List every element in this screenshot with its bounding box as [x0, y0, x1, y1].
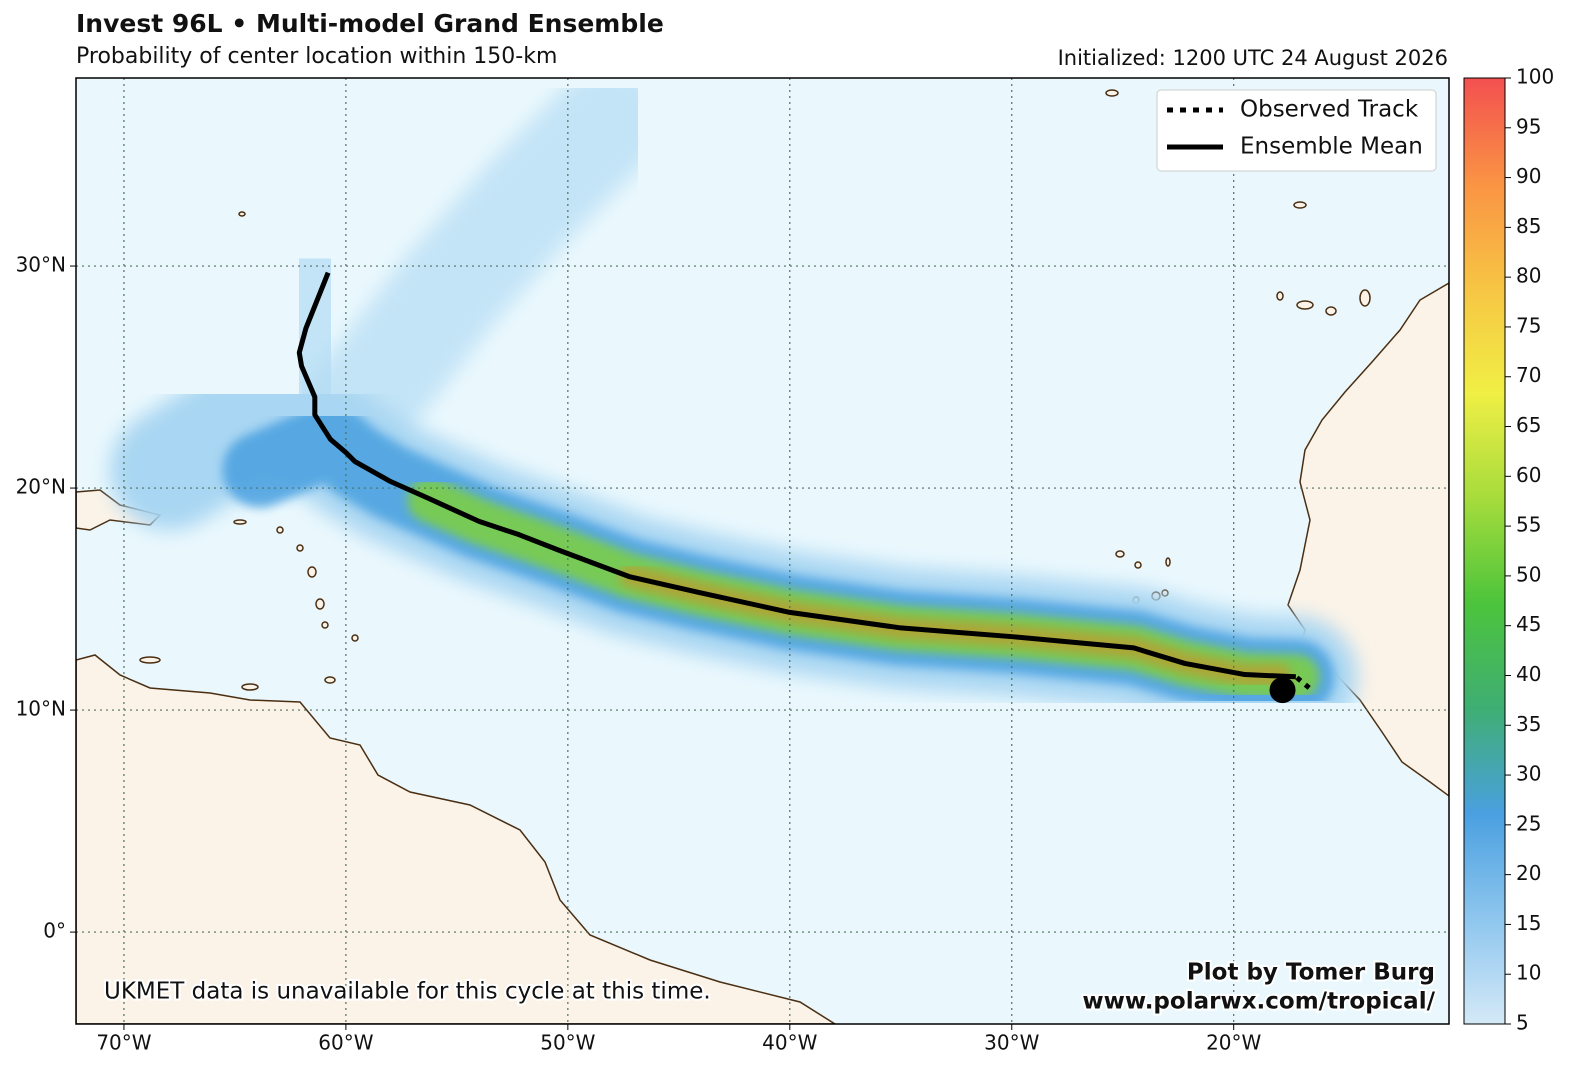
colorbar: 5 10 15 20 25 30 35 40 45 50 55 60 65 70 75 80 85 90 95 100 [1463, 65, 1554, 1035]
colorbar-tick-label: 85 [1516, 214, 1541, 238]
legend-box [1156, 89, 1437, 172]
credit-url: www.polarwx.com/tropical/ [1082, 989, 1435, 1015]
colorbar-tick-label: 40 [1516, 662, 1541, 686]
colorbar-tick-label: 15 [1516, 911, 1541, 935]
chart-title: Invest 96L • Multi-model Grand Ensemble [76, 9, 664, 38]
colorbar-tick-label: 10 [1516, 961, 1541, 985]
colorbar-tick-label: 100 [1516, 65, 1554, 89]
track-line [1294, 674, 1311, 690]
tracks [296, 271, 1311, 704]
initial-position [1269, 677, 1296, 704]
colorbar-tick-label: 60 [1516, 463, 1541, 487]
x-tick-label: 70°W [96, 1031, 151, 1055]
legend-items: Observed Track Ensemble Mean [1167, 97, 1423, 160]
x-tick-label: 20°W [1206, 1031, 1261, 1055]
legend: Observed Track Ensemble Mean [1156, 89, 1437, 172]
x-tick-label: 40°W [762, 1031, 817, 1055]
colorbar-tick-label: 65 [1516, 413, 1541, 437]
annotations: UKMET data is unavailable for this cycle… [102, 958, 1438, 1017]
colorbar-tick-label: 80 [1516, 264, 1541, 288]
credit: Plot by Tomer Burg [1187, 960, 1435, 986]
colorbar-tick-label: 70 [1516, 363, 1541, 387]
grid [76, 78, 1449, 1024]
x-tick-label: 30°W [984, 1031, 1039, 1055]
note: UKMET data is unavailable for this cycle… [104, 979, 711, 1005]
colorbar-ramp [1463, 77, 1506, 1025]
init-time: Initialized: 1200 UTC 24 August 2026 [1058, 46, 1448, 70]
map-frame [75, 77, 1450, 1025]
y-tick-label: 10°N [16, 697, 66, 721]
colorbar-tick-label: 75 [1516, 313, 1541, 337]
colorbar-tick-label: 35 [1516, 712, 1541, 736]
y-tick-label: 0° [43, 919, 66, 943]
map [76, 78, 1449, 1024]
y-tick-label: 30°N [16, 253, 66, 277]
x-tick-label: 50°W [540, 1031, 595, 1055]
legend-label: Observed Track [1240, 97, 1419, 123]
legend-label: Ensemble Mean [1240, 134, 1423, 160]
colorbar-tick-label: 55 [1516, 513, 1541, 537]
x-tick-label: 60°W [318, 1031, 373, 1055]
colorbar-tick-label: 5 [1516, 1011, 1529, 1035]
colorbar-tick-label: 25 [1516, 811, 1541, 835]
y-tick-label: 20°N [16, 475, 66, 499]
colorbar-tick-label: 20 [1516, 861, 1541, 885]
track-line [296, 271, 1296, 680]
colorbar-tick-label: 50 [1516, 562, 1541, 586]
colorbar-tick-label: 30 [1516, 762, 1541, 786]
colorbar-tick-label: 95 [1516, 114, 1541, 138]
axes: 70°W 60°W 50°W 40°W 30°W 20°W 0° 10°N 20°N 30°N [16, 253, 1262, 1055]
chart-subtitle: Probability of center location within 15… [76, 44, 557, 69]
colorbar-tick-label: 45 [1516, 612, 1541, 636]
colorbar-tick-label: 90 [1516, 164, 1541, 188]
